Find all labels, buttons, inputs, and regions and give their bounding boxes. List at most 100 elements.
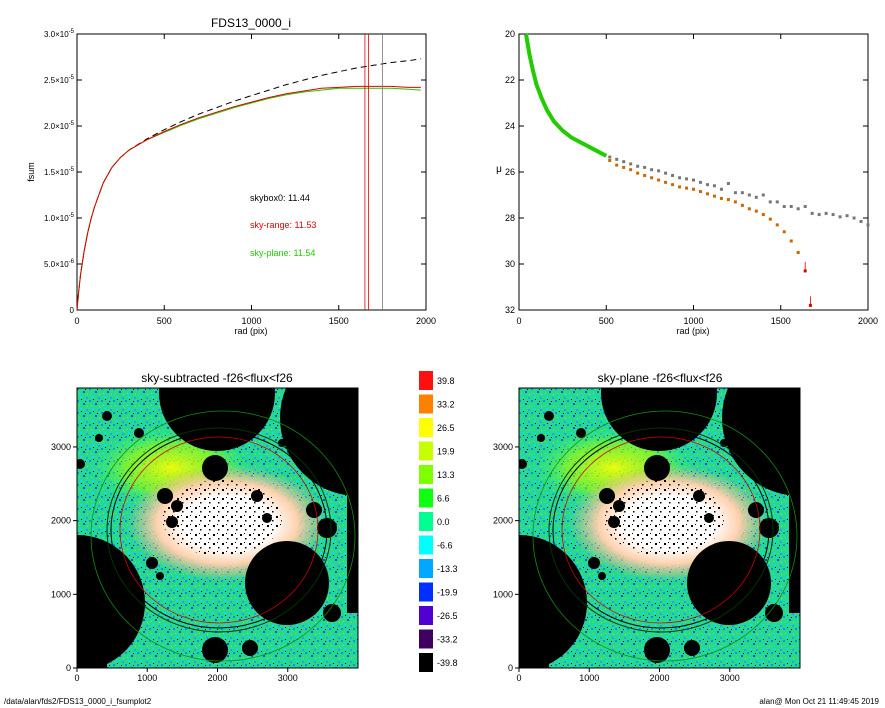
cog-title: FDS13_0000_i — [211, 16, 291, 30]
cog-ytick-label: 2.0×10-5 — [44, 121, 75, 131]
sb-ytick-label: 24 — [505, 121, 515, 131]
cog-xtick-label: 1000 — [241, 316, 261, 326]
sb-ytick-label: 30 — [505, 259, 515, 269]
sky-plane-image — [519, 388, 800, 668]
sb-point — [705, 192, 709, 196]
colorbar-swatch — [419, 653, 433, 672]
sb-ytick-label: 32 — [505, 305, 515, 315]
colorbar: 39.8 33.2 26.5 19.9 13.3 6.6 0.0 -6.6 -13.3 -19.9… — [419, 371, 458, 672]
colorbar-swatch — [419, 606, 433, 625]
sb-point — [608, 159, 612, 162]
sb-point — [761, 213, 765, 217]
cog-series-line-1 — [76, 87, 421, 311]
image-xtick-label: 0 — [74, 673, 79, 683]
sky-subtracted-image-panel: sky-subtracted -f26<flux<f26 — [51, 371, 359, 683]
cog-xlabel: rad (pix) — [234, 326, 267, 336]
sb-plot-frame — [518, 33, 869, 311]
sb-point — [692, 187, 695, 191]
sb-point — [747, 207, 751, 211]
image-xtick-label: 3000 — [720, 673, 740, 683]
sb-point — [789, 239, 793, 243]
sb-point — [789, 205, 793, 208]
colorbar-swatch — [419, 582, 433, 602]
cog-ylabel: fsum — [26, 162, 36, 182]
cog-ytick-label: 3.0×10-5 — [44, 29, 75, 39]
colorbar-label: 33.2 — [437, 400, 455, 410]
sky-plane-title: sky-plane -f26<flux<f26 — [598, 371, 723, 385]
image-ytick-label: 2000 — [493, 516, 513, 526]
cog-ytick-label: 5.0×10-6 — [44, 259, 75, 269]
sb-point — [782, 230, 786, 234]
sb-point — [705, 183, 709, 187]
sb-point — [622, 160, 626, 164]
sb-point — [685, 186, 689, 190]
sb-point — [733, 200, 737, 204]
sb-point — [845, 214, 849, 218]
sb-xtick-label: 2000 — [858, 316, 878, 326]
sb-point — [712, 184, 716, 188]
sb-point — [643, 165, 647, 169]
sb-point — [664, 171, 668, 175]
colorbar-swatch — [419, 371, 433, 390]
colorbar-swatch — [419, 535, 433, 555]
sb-point — [831, 213, 835, 217]
colorbar-label: 39.8 — [437, 376, 455, 386]
cog-xtick-label: 2000 — [416, 316, 436, 326]
colorbar-label: -6.6 — [437, 541, 453, 551]
sb-point — [754, 195, 758, 199]
image-xtick-label: 1000 — [579, 673, 599, 683]
cog-series-line-2 — [76, 85, 421, 311]
sb-point — [685, 177, 689, 181]
sb-point — [698, 190, 702, 194]
sb-xtick-label: 1000 — [683, 316, 703, 326]
sb-point — [796, 251, 800, 254]
sb-point — [615, 163, 619, 167]
sb-point — [678, 185, 682, 189]
sb-point — [629, 168, 633, 172]
sb-point — [643, 173, 647, 177]
image-ytick-label: 3000 — [51, 442, 71, 452]
colorbar-label: -19.9 — [437, 588, 458, 598]
sb-point — [650, 176, 654, 180]
sb-point — [712, 194, 716, 198]
sb-point — [664, 180, 668, 184]
sb-xtick-label: 500 — [599, 316, 614, 326]
colorbar-label: 19.9 — [437, 447, 455, 457]
sb-point — [629, 162, 633, 166]
sb-point — [608, 155, 612, 159]
colorbar-swatch — [419, 559, 433, 578]
colorbar-swatch — [419, 394, 433, 414]
image-ytick-label: 1000 — [51, 589, 71, 599]
sb-xtick-label: 0 — [516, 316, 521, 326]
curve-of-growth-panel: FDS13_0000_i 0 500 1000 1500 2000 0 5.0×10-6 1.… — [26, 16, 436, 336]
image-ytick-label: 0 — [66, 663, 71, 673]
cog-xtick-label: 1500 — [329, 316, 349, 326]
sb-point — [859, 219, 863, 223]
sky-plane-image-panel: sky-plane -f26<flux<f26 — [493, 371, 801, 683]
image-xtick-label: 2000 — [207, 673, 227, 683]
colorbar-label: -33.2 — [437, 635, 458, 645]
footer-file-path: /data/alan/fds2/FDS13_0000_i_fsumplot2 — [4, 697, 152, 706]
sb-point — [796, 207, 800, 211]
colorbar-label: -13.3 — [437, 564, 458, 574]
colorbar-label: -39.8 — [437, 658, 458, 668]
sb-point — [782, 205, 786, 208]
sb-point — [650, 168, 654, 172]
sb-point — [622, 165, 626, 169]
sb-point — [810, 211, 814, 215]
cog-ytick-label: 1.0×10-5 — [44, 213, 75, 223]
image-ytick-label: 0 — [508, 663, 513, 673]
sb-ytick-label: 20 — [505, 29, 515, 39]
sb-point — [657, 178, 661, 182]
sb-point — [852, 216, 856, 220]
cog-ytick-label: 0 — [70, 306, 75, 315]
cog-xtick-label: 500 — [157, 316, 172, 326]
sb-point — [615, 157, 619, 161]
sb-point — [768, 217, 772, 221]
sb-xtick-label: 1500 — [771, 316, 791, 326]
sb-point — [866, 223, 870, 227]
image-ytick-label: 1000 — [493, 589, 513, 599]
sb-point — [775, 223, 779, 227]
sb-point — [636, 171, 640, 175]
colorbar-swatch — [419, 418, 433, 437]
